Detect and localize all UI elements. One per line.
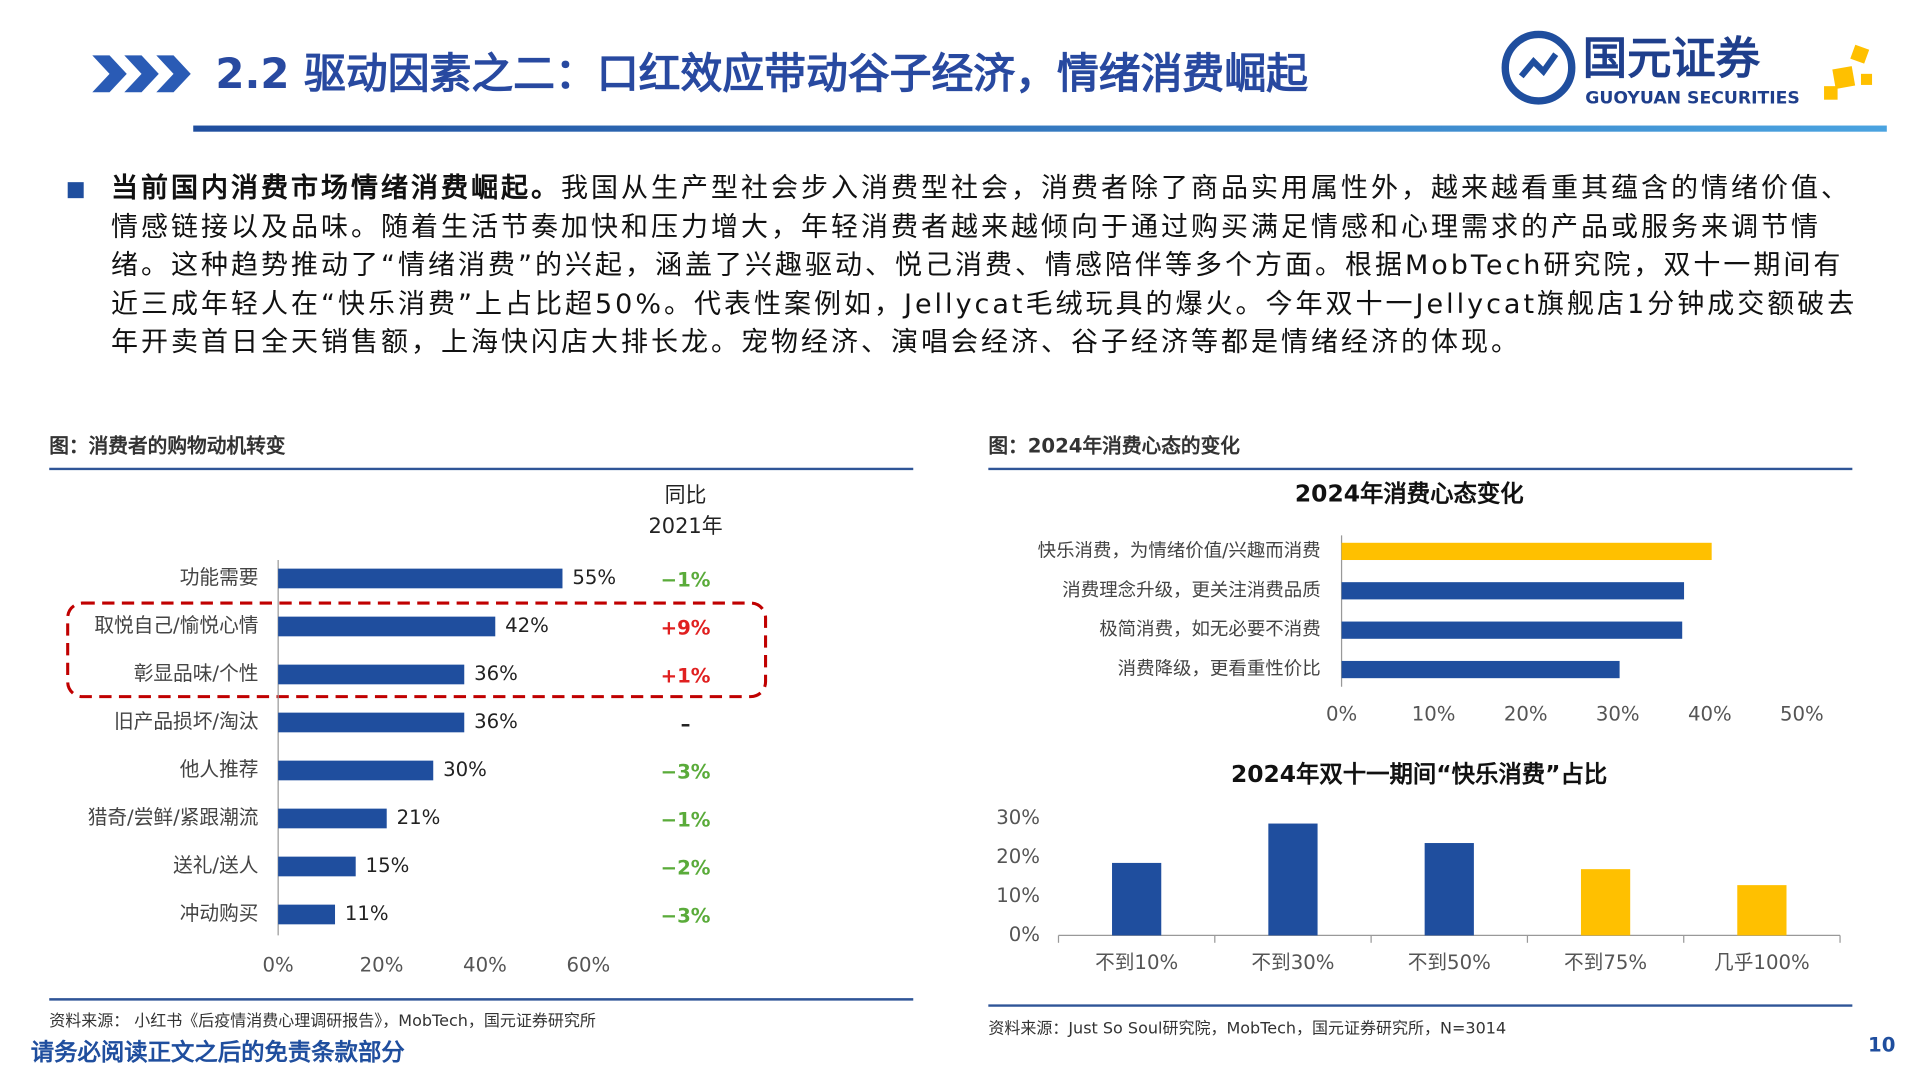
bar	[1737, 885, 1787, 936]
category-label: 消费降级，更看重性价比	[1118, 659, 1321, 680]
value-label: 11%	[345, 902, 389, 925]
chevrons	[92, 55, 191, 93]
figure-source: 资料来源： 小红书《后疫情消费心理调研报告》，MobTech，国元证券研究所	[49, 1011, 596, 1030]
x-tick-label: 不到10%	[1095, 951, 1178, 974]
x-tick-label: 不到75%	[1564, 951, 1647, 974]
paragraph-text: 我国从生产型社会步入消费型社会，消费者除了商品实用属性外，越来越看重其蕴含的情绪…	[111, 173, 1858, 358]
category-label: 彰显品味/个性	[134, 662, 259, 685]
bar	[278, 808, 387, 829]
value-label: 15%	[366, 854, 410, 877]
figure-source: 资料来源：Just So Soul研究院，MobTech，国元证券研究所，N=3…	[988, 1018, 1506, 1037]
yoy-label: −2%	[661, 856, 711, 879]
logo-name: 国元证券	[1583, 34, 1761, 85]
bullet	[67, 182, 84, 199]
yoy-label: −1%	[661, 808, 711, 831]
category-label: 他人推荐	[180, 758, 259, 781]
x-tick-label: 30%	[1596, 703, 1640, 726]
x-tick-label: 10%	[1412, 703, 1456, 726]
chart-title: 2024年双十一期间“快乐消费”占比	[1231, 760, 1607, 788]
x-tick-label: 不到50%	[1408, 951, 1491, 974]
bar	[1341, 621, 1683, 639]
bar	[278, 616, 496, 637]
x-tick-label: 40%	[1688, 703, 1732, 726]
yoy-label: –	[681, 712, 691, 735]
yoy-label: +9%	[661, 616, 711, 639]
bar	[1112, 862, 1162, 936]
bar	[278, 568, 563, 589]
bar	[278, 904, 336, 925]
category-label: 消费理念升级，更关注消费品质	[1062, 579, 1320, 601]
x-tick-label: 60%	[566, 954, 610, 977]
value-label: 21%	[397, 806, 441, 829]
bar	[1341, 660, 1620, 679]
title-rule	[193, 125, 1887, 132]
bar	[278, 760, 434, 781]
category-label: 功能需要	[180, 566, 259, 589]
chart-title: 2024年消费心态变化	[1295, 479, 1524, 507]
yoy-label: +1%	[661, 664, 711, 687]
figure-caption: 图：2024年消费心态的变化	[988, 434, 1240, 457]
y-tick-label: 20%	[996, 845, 1040, 868]
x-tick-label: 20%	[1504, 703, 1548, 726]
x-tick-label: 40%	[463, 954, 507, 977]
category-label: 送礼/送人	[173, 854, 258, 877]
x-tick-label: 几乎100%	[1714, 951, 1810, 974]
value-label: 36%	[474, 710, 518, 733]
y-tick-label: 30%	[996, 806, 1040, 829]
page-number: 10	[1868, 1034, 1895, 1057]
logo	[1501, 30, 1873, 105]
category-label: 猎奇/尝鲜/紧跟潮流	[88, 806, 259, 829]
bar	[1341, 542, 1712, 561]
value-label: 30%	[443, 758, 487, 781]
bar	[1580, 869, 1631, 936]
bar	[278, 712, 465, 733]
bar	[278, 664, 465, 685]
yoy-label: −3%	[661, 904, 711, 927]
category-label: 旧产品损坏/淘汰	[114, 710, 259, 733]
y-tick-label: 0%	[1009, 923, 1040, 946]
yoy-title: 2021年	[648, 514, 722, 538]
x-tick-label: 不到30%	[1251, 951, 1334, 974]
category-label: 取悦自己/愉悦心情	[94, 614, 258, 637]
disclaimer: 请务必阅读正文之后的免责条款部分	[31, 1038, 406, 1066]
x-tick-label: 20%	[360, 954, 404, 977]
x-tick-label: 50%	[1780, 703, 1824, 726]
y-tick-label: 10%	[996, 884, 1040, 907]
figure-caption: 图：消费者的购物动机转变	[49, 434, 286, 457]
yoy-label: −3%	[661, 760, 711, 783]
category-label: 冲动购买	[180, 902, 259, 925]
slide-title: 2.2 驱动因素之二：口红效应带动谷子经济，情绪消费崛起	[215, 49, 1308, 98]
category-label: 极简消费，如无必要不消费	[1099, 619, 1320, 640]
bar	[1424, 843, 1474, 936]
yoy-label: −1%	[661, 568, 711, 591]
paragraph: 当前国内消费市场情绪消费崛起。我国从生产型社会步入消费型社会，消费者除了商品实用…	[111, 170, 1861, 363]
x-tick-label: 0%	[263, 954, 294, 977]
logo-english: GUOYUAN SECURITIES	[1585, 88, 1800, 108]
bar	[1268, 823, 1318, 936]
value-label: 42%	[505, 614, 549, 637]
category-label: 快乐消费，为情绪价值/兴趣而消费	[1038, 540, 1321, 561]
value-label: 55%	[572, 566, 616, 589]
yoy-title: 同比	[665, 483, 707, 507]
bar	[278, 856, 356, 877]
paragraph-lead: 当前国内消费市场情绪消费崛起。	[111, 173, 561, 204]
x-tick-label: 0%	[1326, 703, 1357, 726]
value-label: 36%	[474, 662, 518, 685]
highlight-box	[66, 601, 768, 699]
bar	[1341, 582, 1685, 600]
